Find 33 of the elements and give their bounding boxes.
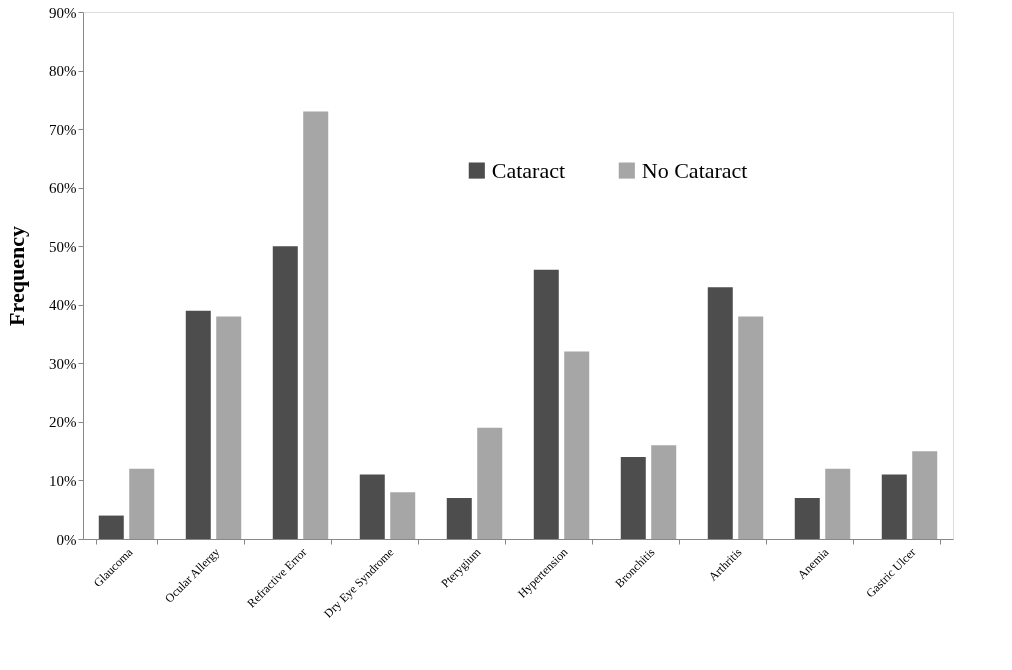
bar xyxy=(129,468,155,539)
bar xyxy=(446,498,472,539)
bar xyxy=(359,474,385,539)
y-tick-label: 10% xyxy=(49,472,77,489)
bar xyxy=(881,474,907,539)
y-axis-title: Frequency xyxy=(4,226,29,326)
y-tick-label: 80% xyxy=(49,63,77,80)
bar xyxy=(303,111,329,539)
y-tick-label: 50% xyxy=(49,238,77,255)
y-tick-label: 0% xyxy=(56,531,77,548)
bar xyxy=(825,468,851,539)
y-tick-label: 40% xyxy=(49,297,77,314)
bar xyxy=(912,451,938,539)
y-tick-label: 90% xyxy=(49,4,77,21)
bar xyxy=(272,246,298,539)
legend-label: No Cataract xyxy=(641,157,748,183)
y-tick-label: 30% xyxy=(49,355,77,372)
legend-label: Cataract xyxy=(491,157,566,183)
y-tick-label: 60% xyxy=(49,180,77,197)
bar xyxy=(533,269,559,539)
bar xyxy=(707,287,733,539)
bar xyxy=(620,457,646,539)
y-tick-label: 70% xyxy=(49,121,77,138)
bar xyxy=(794,498,820,539)
bar xyxy=(390,492,416,539)
bar xyxy=(98,515,124,539)
bar xyxy=(651,445,677,539)
bar xyxy=(185,310,211,539)
bar xyxy=(564,351,590,539)
bar xyxy=(477,427,503,539)
bar xyxy=(738,316,764,539)
bar xyxy=(216,316,242,539)
y-tick-label: 20% xyxy=(49,414,77,431)
